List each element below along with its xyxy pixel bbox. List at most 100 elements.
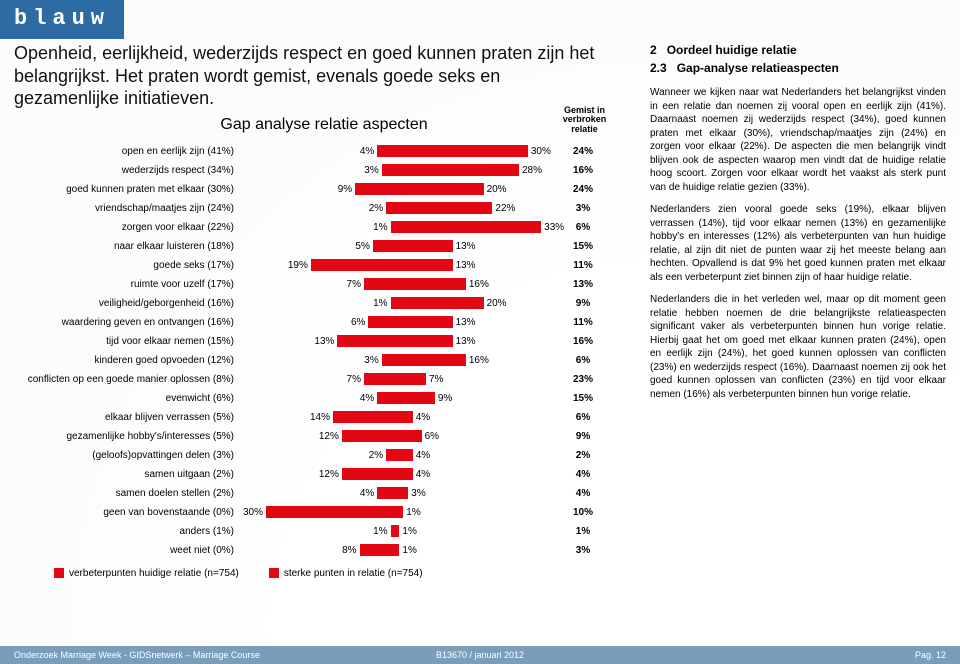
right-bar [395, 221, 541, 233]
right-bar [395, 354, 466, 366]
row-label: samen doelen stellen (2%) [14, 488, 240, 499]
left-bar [373, 240, 395, 252]
legend-item-left: verbeterpunten huidige relatie (n=754) [54, 568, 239, 579]
right-bar [395, 335, 453, 347]
right-value: 16% [466, 279, 492, 290]
right-value: 9% [435, 393, 455, 404]
row-label: wederzijds respect (34%) [14, 165, 240, 176]
row-label: kinderen goed opvoeden (12%) [14, 355, 240, 366]
chart-row: veiligheid/geborgenheid (16%)1%20%9% [14, 294, 634, 313]
chart-row: samen doelen stellen (2%)4%3%4% [14, 484, 634, 503]
row-bars: 7% 7% [240, 372, 550, 386]
chart-row: anders (1%)1%1%1% [14, 522, 634, 541]
left-value: 2% [366, 450, 386, 461]
gemist-value: 11% [550, 260, 608, 271]
left-value: 19% [285, 260, 311, 271]
right-bar [395, 145, 528, 157]
gemist-value: 6% [550, 355, 608, 366]
right-bar [395, 449, 413, 461]
right-bar [395, 164, 519, 176]
left-bar [377, 487, 395, 499]
brand-logo: blauw [0, 0, 124, 39]
row-bars: 30% 1% [240, 505, 550, 519]
right-value: 13% [453, 241, 479, 252]
chart-row: geen van bovenstaande (0%)30%1%10% [14, 503, 634, 522]
legend-item-right: sterke punten in relatie (n=754) [269, 568, 423, 579]
chart-legend: verbeterpunten huidige relatie (n=754) s… [14, 568, 634, 579]
toc-line-1: 2 Oordeel huidige relatie [650, 42, 946, 60]
right-bar [395, 259, 453, 271]
chart-subtitle: Gap analyse relatie aspecten [14, 116, 634, 134]
paragraph-3: Nederlanders die in het verleden wel, ma… [650, 293, 946, 401]
row-label: conflicten op een goede manier oplossen … [14, 374, 240, 385]
footer-right: Pag. 12 [915, 646, 946, 664]
gemist-value: 2% [550, 450, 608, 461]
right-value: 6% [422, 431, 442, 442]
left-bar [364, 373, 395, 385]
right-bar [395, 373, 426, 385]
row-label: samen uitgaan (2%) [14, 469, 240, 480]
row-label: veiligheid/geborgenheid (16%) [14, 298, 240, 309]
toc-sub-title: Gap-analyse relatieaspecten [677, 60, 839, 76]
left-bar [386, 449, 395, 461]
gemist-value: 6% [550, 412, 608, 423]
row-label: naar elkaar luisteren (18%) [14, 241, 240, 252]
paragraph-1: Wanneer we kijken naar wat Nederlanders … [650, 86, 946, 194]
left-bar [382, 354, 395, 366]
left-value: 12% [316, 469, 342, 480]
gemist-value: 24% [550, 146, 608, 157]
left-value: 7% [344, 374, 364, 385]
gemist-value: 1% [550, 526, 608, 537]
right-bar [395, 430, 422, 442]
legend-label-right: sterke punten in relatie (n=754) [284, 568, 423, 579]
toc-sub-number: 2.3 [650, 60, 667, 76]
row-label: gezamenlijke hobby's/interesses (5%) [14, 431, 240, 442]
chart-row: wederzijds respect (34%)3%28%16% [14, 161, 634, 180]
chart-row: evenwicht (6%)4%9%15% [14, 389, 634, 408]
right-value: 20% [484, 184, 510, 195]
left-value: 12% [316, 431, 342, 442]
right-value: 28% [519, 165, 545, 176]
row-bars: 7%16% [240, 277, 550, 291]
left-value: 1% [370, 526, 390, 537]
row-bars: 2%22% [240, 201, 550, 215]
right-bar [395, 316, 453, 328]
right-bar [395, 487, 408, 499]
chart-column: Openheid, eerlijkheid, wederzijds respec… [14, 42, 634, 642]
right-value: 1% [403, 507, 423, 518]
chart-rows: open en eerlijk zijn (41%)4%30%24% wederz… [14, 142, 634, 560]
left-bar [368, 316, 395, 328]
chart-row: ruimte voor uzelf (17%)7%16%13% [14, 275, 634, 294]
right-bar [395, 278, 466, 290]
right-bar [395, 411, 413, 423]
left-bar [377, 392, 395, 404]
gemist-value: 11% [550, 317, 608, 328]
row-label: weet niet (0%) [14, 545, 240, 556]
chart-row: open en eerlijk zijn (41%)4%30%24% [14, 142, 634, 161]
row-label: evenwicht (6%) [14, 393, 240, 404]
row-label: elkaar blijven verrassen (5%) [14, 412, 240, 423]
chart-row: naar elkaar luisteren (18%)5%13%15% [14, 237, 634, 256]
left-bar [360, 544, 395, 556]
left-value: 4% [357, 393, 377, 404]
row-label: goede seks (17%) [14, 260, 240, 271]
row-bars: 4% 9% [240, 391, 550, 405]
main-content: Openheid, eerlijkheid, wederzijds respec… [14, 42, 946, 642]
row-bars: 19%13% [240, 258, 550, 272]
row-label: waardering geven en ontvangen (16%) [14, 317, 240, 328]
chart-row: elkaar blijven verrassen (5%)14%4%6% [14, 408, 634, 427]
right-value: 7% [426, 374, 446, 385]
row-bars: 8%1% [240, 543, 550, 557]
left-value: 4% [357, 488, 377, 499]
sidebar-text-column: 2 Oordeel huidige relatie 2.3 Gap-analys… [634, 42, 946, 642]
chart-row: gezamenlijke hobby's/interesses (5%) 12% 6… [14, 427, 634, 446]
row-bars: 5%13% [240, 239, 550, 253]
chart-row: weet niet (0%)8%1%3% [14, 541, 634, 560]
left-value: 30% [240, 507, 266, 518]
right-value: 13% [453, 336, 479, 347]
legend-swatch [54, 568, 64, 578]
gemist-value: 24% [550, 184, 608, 195]
left-value: 3% [361, 165, 381, 176]
legend-swatch [269, 568, 279, 578]
gemist-value: 3% [550, 545, 608, 556]
